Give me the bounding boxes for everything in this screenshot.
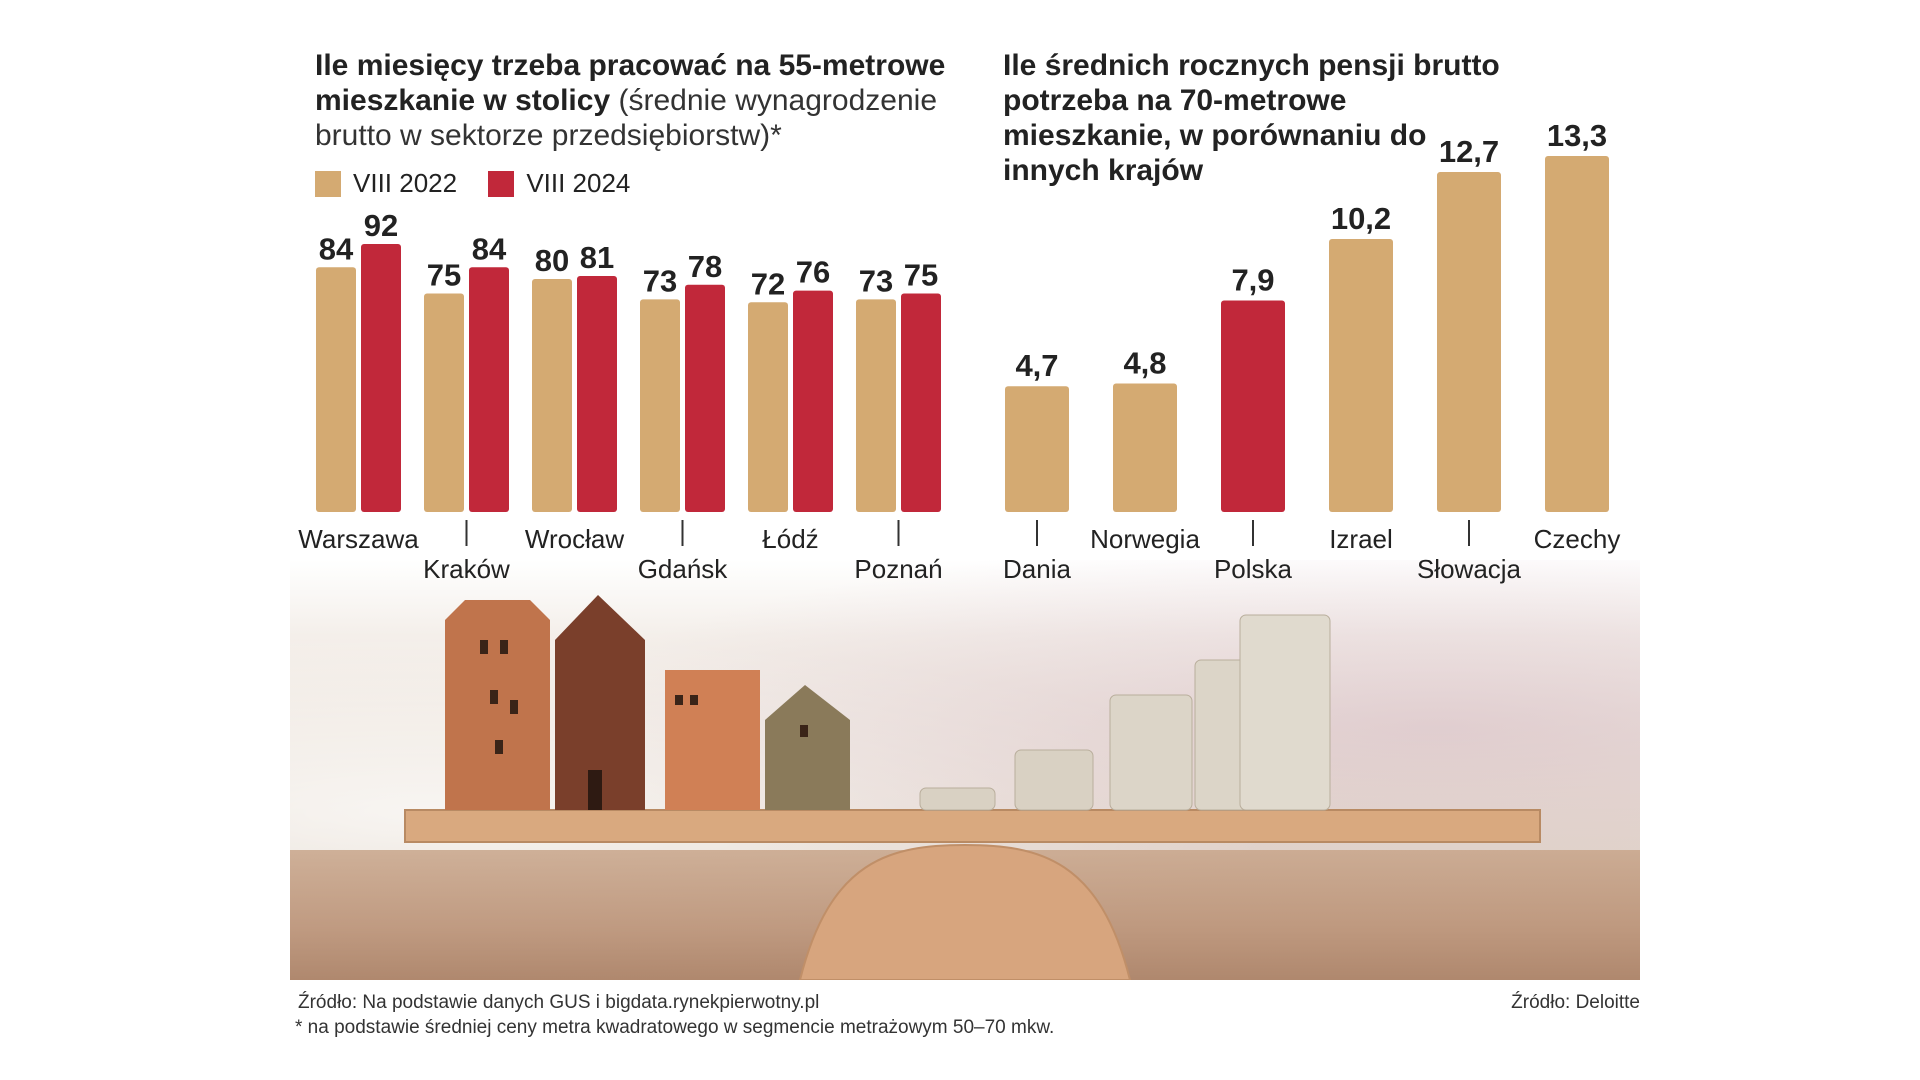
left-chart-title-bold: Ile miesięcy trzeba pracować na 55-metro… [315, 49, 946, 117]
bar-kraków-viii-2024 [469, 267, 509, 512]
value-label: 4,8 [1123, 346, 1166, 381]
category-label: Wrocław [525, 524, 624, 554]
house-1-window [490, 690, 498, 704]
footnote: * na podstawie średniej ceny metra kwadr… [295, 1017, 1055, 1038]
coin-stack-1 [919, 787, 996, 811]
value-label: 72 [751, 266, 785, 301]
legend-item-2022: VIII 2022 [315, 168, 457, 199]
coin-stack-5 [1239, 614, 1331, 811]
category-label: Słowacja [1417, 554, 1522, 584]
house-3-window [675, 695, 683, 705]
house-2 [555, 595, 645, 810]
value-label: 76 [796, 255, 830, 290]
bar-słowacja [1437, 172, 1501, 512]
scale-fulcrum [798, 843, 1132, 980]
charts-svg: 84 92 Warszawa 75 84 Kraków 80 81 Wrocław 73 78 Gda… [298, 118, 1621, 584]
bar-wrocław-viii-2024 [577, 276, 617, 512]
value-label: 80 [535, 243, 569, 278]
coin-stacks [919, 614, 1331, 811]
value-label: 81 [580, 240, 614, 275]
category-label: Poznań [854, 554, 942, 584]
category-label: Kraków [423, 554, 510, 584]
category-label: Warszawa [298, 524, 419, 554]
category-label: Polska [1214, 554, 1293, 584]
category-label: Czechy [1534, 524, 1621, 554]
category-label: Norwegia [1090, 524, 1200, 554]
source-left: Źródło: Na podstawie danych GUS i bigdat… [298, 992, 820, 1013]
value-label: 84 [472, 231, 507, 266]
house-4 [765, 685, 850, 810]
house-3-window [690, 695, 698, 705]
bar-łódź-viii-2024 [793, 290, 833, 512]
bar-izrael [1329, 238, 1393, 512]
legend-swatch-2024 [488, 170, 515, 197]
left-chart-title: Ile miesięcy trzeba pracować na 55-metro… [315, 48, 955, 153]
coin-stack-3 [1109, 694, 1193, 811]
category-label: Gdańsk [638, 554, 729, 584]
left-chart-title-light: (średnie wynagrodzenie brutto w sektorze… [315, 84, 937, 152]
bar-poznań-viii-2022 [856, 299, 896, 512]
house-1-window [495, 740, 503, 754]
bar-łódź-viii-2022 [748, 302, 788, 512]
value-label: 78 [688, 249, 722, 284]
house-2-door [588, 770, 602, 810]
legend-swatch-2022 [315, 170, 341, 197]
bar-warszawa-viii-2022 [316, 267, 356, 512]
value-label: 4,7 [1015, 348, 1058, 383]
legend: VIII 2022 VIII 2024 [315, 168, 654, 204]
value-label: 73 [859, 263, 893, 298]
value-label: 75 [427, 258, 461, 293]
balance-scale-photo [290, 560, 1640, 980]
bar-kraków-viii-2022 [424, 293, 464, 512]
category-label: Łódź [762, 524, 818, 554]
value-label: 13,3 [1547, 118, 1607, 153]
value-label: 7,9 [1231, 263, 1274, 298]
house-4-window [800, 725, 808, 737]
coin-stack-2 [1014, 749, 1094, 811]
value-label: 12,7 [1439, 134, 1499, 169]
house-1-window [510, 700, 518, 714]
category-label: Dania [1003, 554, 1071, 584]
legend-label-2022: VIII 2022 [353, 168, 458, 198]
house-1-window [500, 640, 508, 654]
value-label: 84 [319, 231, 354, 266]
legend-item-2024: VIII 2024 [488, 168, 630, 199]
legend-label-2024: VIII 2024 [526, 168, 631, 198]
house-1 [445, 600, 550, 810]
wooden-houses [445, 595, 850, 810]
bar-czechy [1545, 156, 1609, 512]
source-right: Źródło: Deloitte [1511, 992, 1640, 1013]
bar-poznań-viii-2024 [901, 293, 941, 512]
value-label: 73 [643, 263, 677, 298]
bar-warszawa-viii-2024 [361, 244, 401, 512]
bar-gdańsk-viii-2022 [640, 299, 680, 512]
bar-wrocław-viii-2022 [532, 278, 572, 512]
scale-plank [404, 809, 1541, 843]
bar-norwegia [1113, 383, 1177, 512]
house-3 [665, 670, 760, 810]
bar-dania [1005, 386, 1069, 512]
category-label: Izrael [1329, 524, 1393, 554]
bar-gdańsk-viii-2024 [685, 284, 725, 512]
house-1-window [480, 640, 488, 654]
right-chart-title: Ile średnich rocznych pensji brutto potr… [1003, 49, 1500, 187]
value-label: 92 [364, 208, 398, 243]
value-label: 75 [904, 258, 938, 293]
value-label: 10,2 [1331, 201, 1391, 236]
bar-polska [1221, 300, 1285, 512]
balance-scale-illustration [404, 595, 1541, 980]
